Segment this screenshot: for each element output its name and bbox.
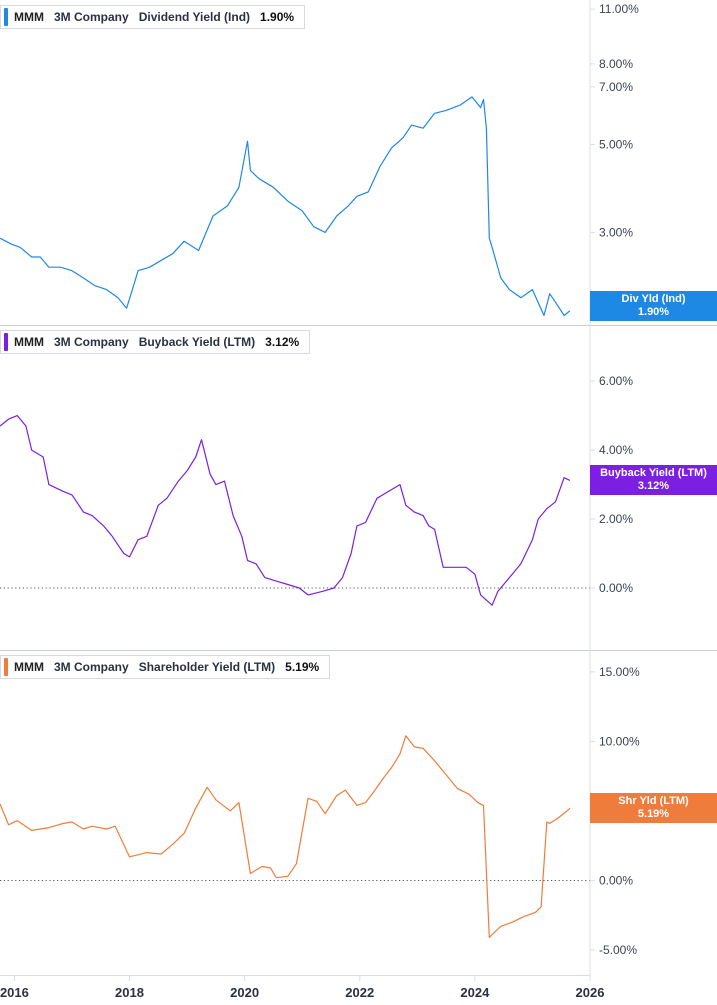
y-tick-label: 0.00%	[599, 581, 633, 595]
current-value-tag-dividend: Div Yld (Ind) 1.90%	[590, 291, 717, 321]
legend-metric: Shareholder Yield (LTM)	[138, 660, 276, 674]
y-tick-label: 8.00%	[599, 57, 633, 71]
x-tick-label: 2026	[576, 985, 605, 1000]
legend-dividend-yield[interactable]: MMM 3M Company Dividend Yield (Ind) 1.90…	[0, 5, 306, 29]
x-axis: 2016 2018 2020 2022 2024 2026	[0, 975, 604, 1000]
series-color-swatch	[4, 333, 8, 351]
x-tick-label: 2018	[115, 985, 144, 1000]
y-tick-label: 7.00%	[599, 80, 633, 94]
series-line	[0, 735, 571, 939]
legend-value: 1.90%	[260, 10, 295, 24]
y-tick-label: 0.00%	[599, 873, 633, 887]
legend-metric: Buyback Yield (LTM)	[138, 335, 256, 349]
shareholder-yield-panel: 15.00%10.00%5.00%0.00%-5.00%	[0, 665, 640, 957]
tag-label: Shr Yld (LTM)	[618, 795, 689, 808]
y-tick-label: -5.00%	[599, 943, 637, 957]
legend-value: 3.12%	[265, 335, 300, 349]
tag-value: 5.19%	[637, 808, 670, 821]
dividend-yield-panel: 11.00%8.00%7.00%5.00%3.00%2.00%	[0, 2, 717, 326]
y-tick-label: 4.00%	[599, 443, 633, 457]
y-tick-label: 11.00%	[599, 2, 639, 16]
legend-value: 5.19%	[285, 660, 320, 674]
current-value-tag-shareholder: Shr Yld (LTM) 5.19%	[590, 793, 717, 824]
legend-company: 3M Company	[54, 335, 129, 349]
buyback-yield-panel: 6.00% 4.00% 2.00% 0.00%	[0, 374, 717, 651]
x-tick-label: 2024	[460, 985, 490, 1000]
tag-label: Div Yld (Ind)	[621, 293, 686, 305]
y-tick-label: 3.00%	[599, 225, 633, 239]
series-line	[0, 415, 571, 606]
tag-value: 3.12%	[637, 480, 670, 493]
legend-ticker: MMM	[14, 10, 44, 24]
legend-company: 3M Company	[54, 10, 129, 24]
legend-metric: Dividend Yield (Ind)	[138, 10, 251, 24]
legend-shareholder-yield[interactable]: MMM 3M Company Shareholder Yield (LTM) 5…	[0, 655, 331, 679]
legend-buyback-yield[interactable]: MMM 3M Company Buyback Yield (LTM) 3.12%	[0, 330, 311, 354]
current-value-tag-buyback: Buyback Yield (LTM) 3.12%	[590, 465, 717, 496]
y-tick-label: 5.00%	[599, 138, 633, 152]
x-tick-label: 2022	[345, 985, 374, 1000]
legend-ticker: MMM	[14, 335, 44, 349]
y-tick-label: 6.00%	[599, 374, 633, 388]
y-tick-label: 2.00%	[599, 512, 633, 526]
series-line	[0, 96, 571, 317]
tag-label: Buyback Yield (LTM)	[600, 467, 707, 480]
y-tick-label: 10.00%	[599, 734, 640, 748]
legend-company: 3M Company	[54, 660, 129, 674]
series-color-swatch	[4, 8, 8, 26]
tag-value: 1.90%	[637, 306, 670, 318]
y-tick-label: 15.00%	[599, 665, 640, 679]
series-color-swatch	[4, 658, 8, 676]
legend-ticker: MMM	[14, 660, 44, 674]
x-tick-label: 2016	[0, 985, 29, 1000]
x-tick-label: 2020	[230, 985, 259, 1000]
